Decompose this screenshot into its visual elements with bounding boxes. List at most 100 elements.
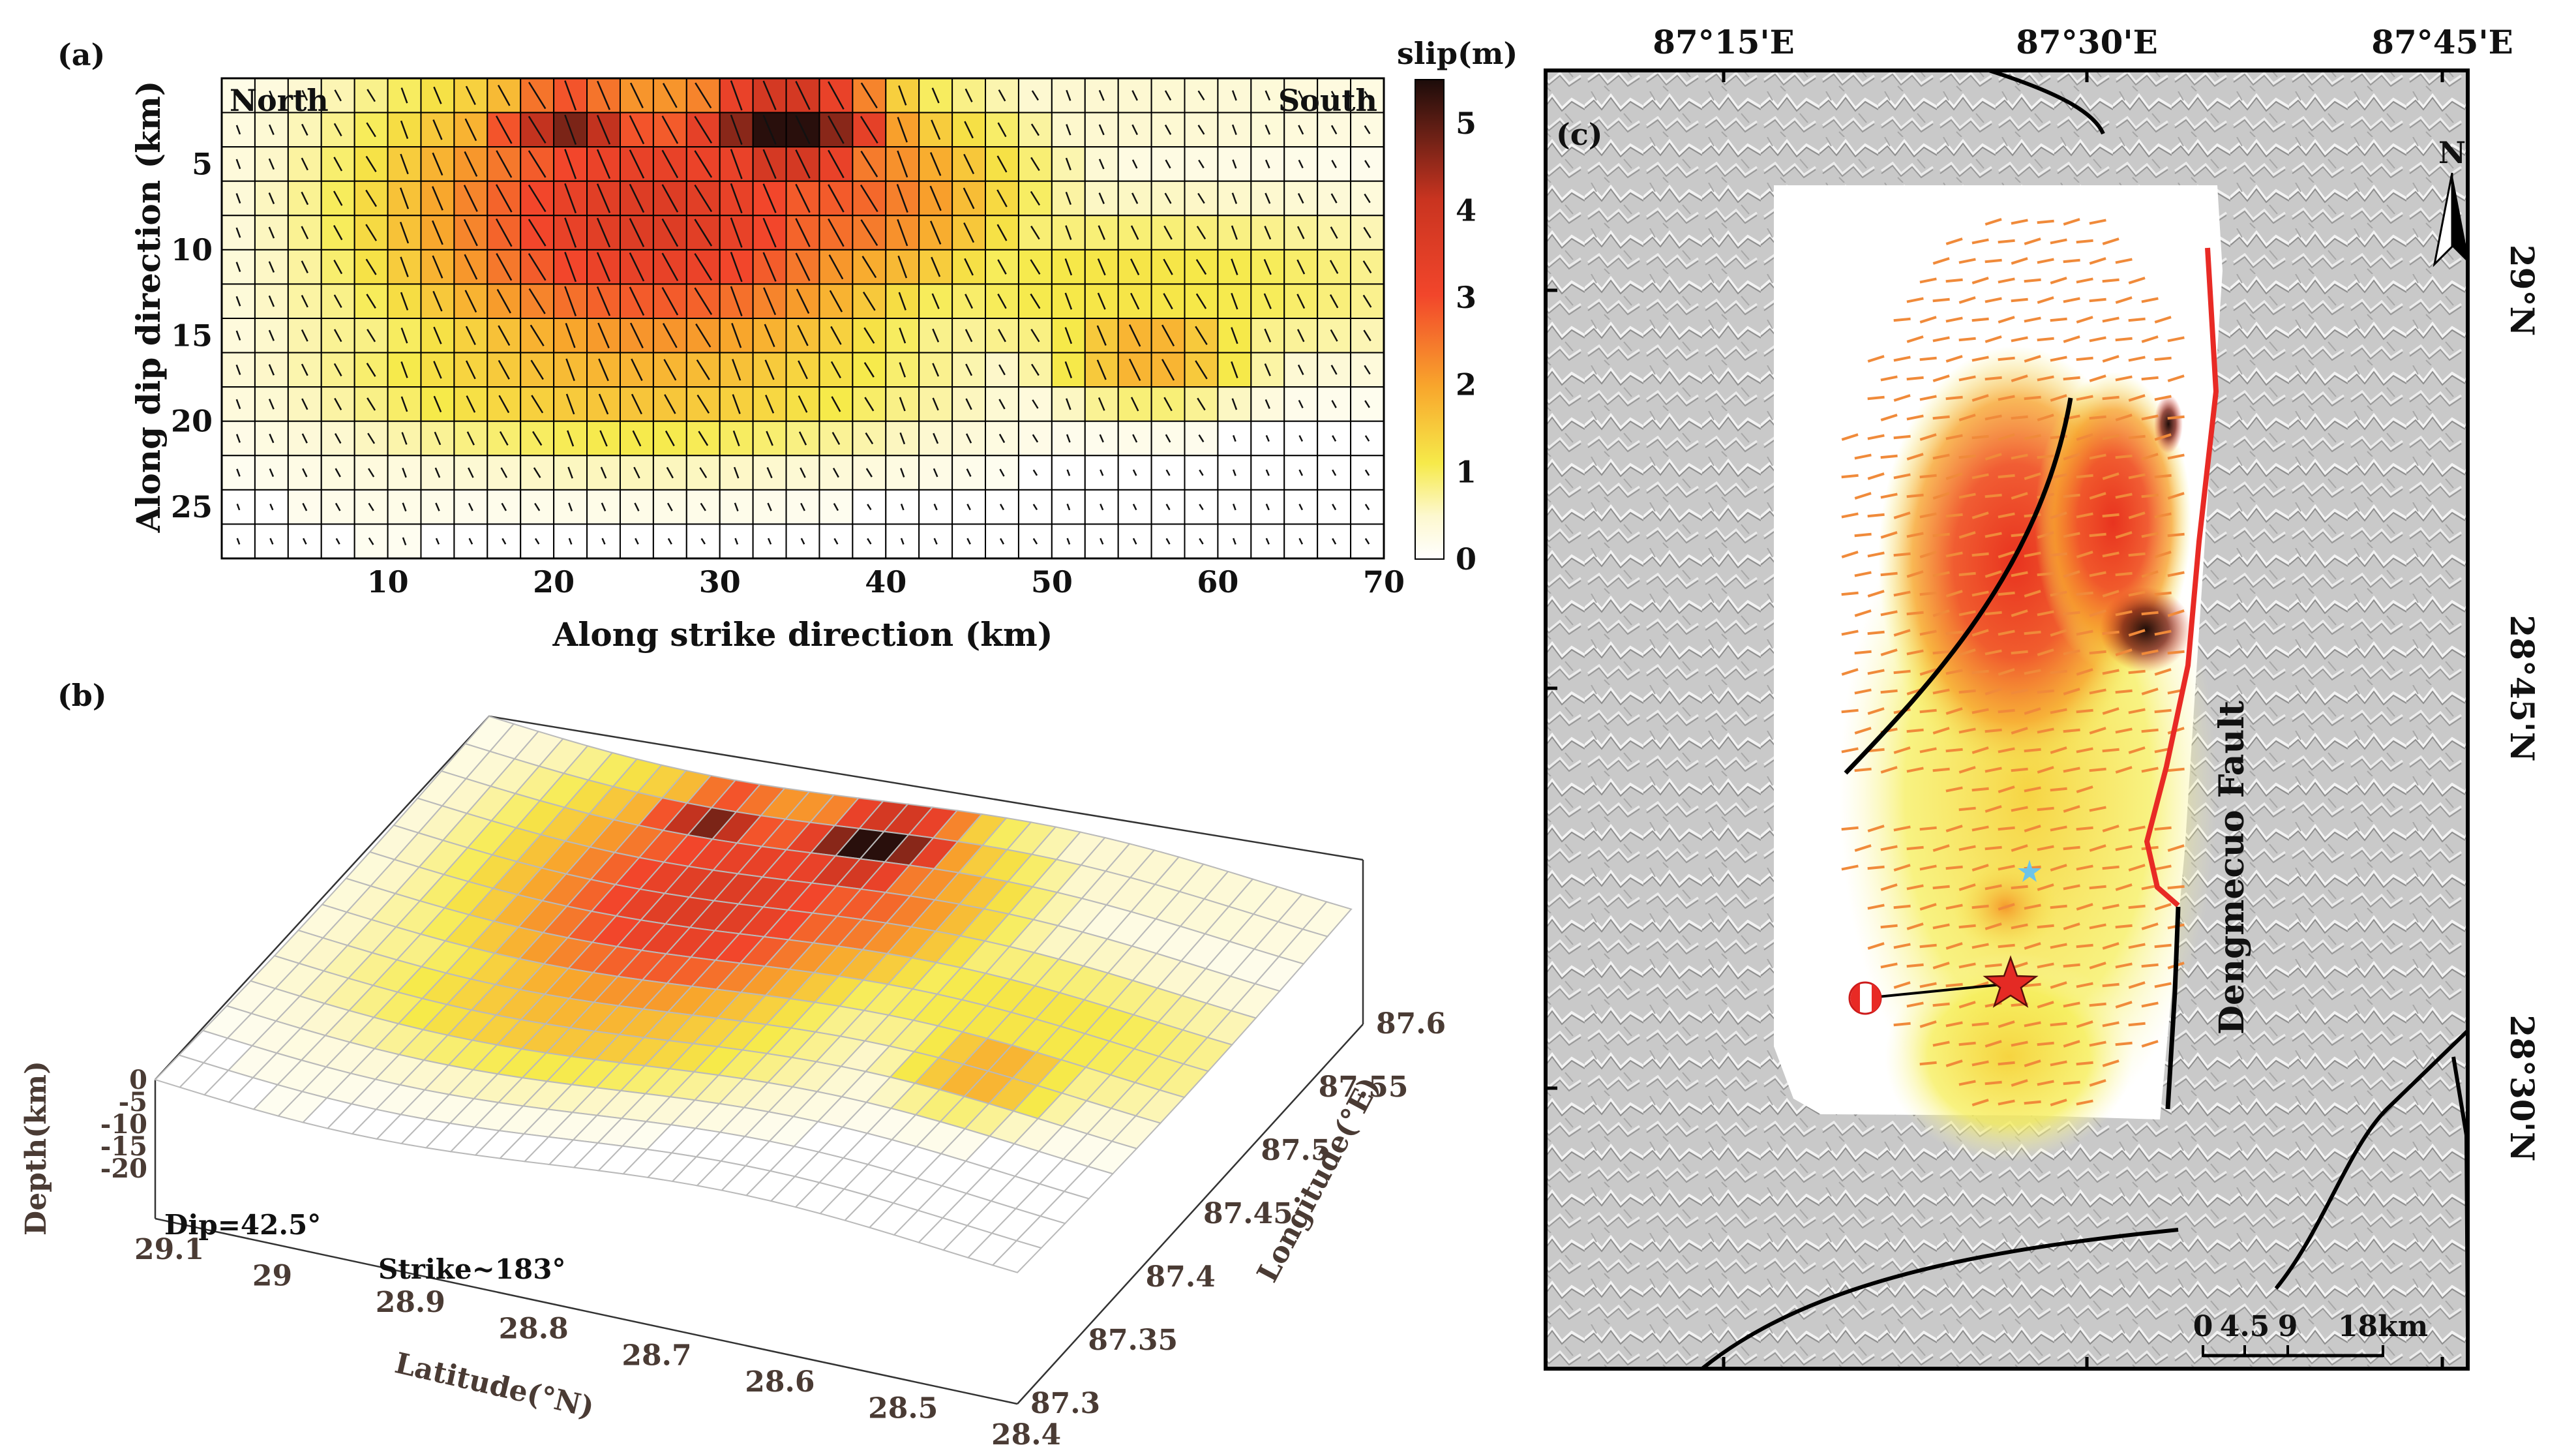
rake-vector bbox=[2037, 493, 2054, 499]
rake-arrow bbox=[302, 502, 308, 511]
rake-vector bbox=[2024, 825, 2041, 832]
rake-vector bbox=[1919, 277, 1937, 284]
latitude-tick-label: 28.7 bbox=[622, 1339, 691, 1372]
rake-vector bbox=[1945, 472, 1963, 480]
rake-arrow bbox=[730, 251, 743, 282]
slip-cell bbox=[852, 318, 887, 354]
rake-arrow bbox=[965, 88, 973, 102]
rake-vector bbox=[2102, 551, 2119, 558]
rake-arrow bbox=[464, 151, 478, 177]
rake-vector bbox=[1906, 1001, 1924, 1008]
rake-vector bbox=[2167, 767, 2185, 772]
rake-arrow bbox=[699, 467, 708, 479]
rake-arrow bbox=[1265, 90, 1271, 101]
panel-b-label: (b) bbox=[57, 678, 107, 713]
rake-vector bbox=[1919, 512, 1937, 519]
rake-vector bbox=[1906, 414, 1924, 421]
rake-arrow bbox=[1364, 469, 1370, 476]
rake-vector bbox=[1984, 649, 2002, 656]
rake-vector bbox=[2141, 453, 2159, 461]
rake-vector bbox=[1893, 1022, 1911, 1027]
rake-vector bbox=[2037, 883, 2054, 891]
rake-arrow bbox=[463, 185, 478, 212]
rake-vector bbox=[1932, 532, 1950, 538]
rake-arrow bbox=[899, 362, 906, 378]
rake-vector bbox=[1932, 453, 1950, 460]
rake-arrow bbox=[432, 119, 443, 140]
rake-vector bbox=[1958, 571, 1976, 577]
rake-vector bbox=[2089, 767, 2106, 772]
rake-arrow bbox=[496, 288, 511, 314]
rake-vector bbox=[2102, 278, 2119, 283]
rake-arrow bbox=[661, 149, 679, 179]
rake-vector bbox=[2063, 611, 2080, 616]
rake-vector bbox=[2011, 885, 2028, 890]
rake-arrow bbox=[800, 502, 805, 511]
rake-vector bbox=[1971, 1022, 1989, 1027]
rake-arrow bbox=[502, 538, 507, 545]
rake-vector bbox=[2154, 826, 2172, 831]
rake-arrow bbox=[764, 359, 775, 380]
rake-vector bbox=[2076, 551, 2093, 558]
rake-vector bbox=[2128, 981, 2146, 989]
rake-vector bbox=[2141, 297, 2159, 303]
rake-vector bbox=[2089, 219, 2106, 225]
rake-arrow bbox=[531, 395, 544, 414]
rake-arrow bbox=[931, 87, 940, 104]
longitude-tick-label: 87°45'E bbox=[2371, 23, 2513, 61]
rake-arrow bbox=[1132, 469, 1137, 476]
rake-arrow bbox=[1297, 364, 1304, 375]
rake-arrow bbox=[333, 157, 343, 172]
rake-vector bbox=[2141, 688, 2159, 695]
rake-vector bbox=[1880, 493, 1898, 499]
rake-arrow bbox=[931, 119, 941, 140]
rake-arrow bbox=[998, 364, 1006, 376]
rake-vector bbox=[2063, 728, 2080, 733]
rake-vector bbox=[1880, 531, 1898, 539]
rake-arrow bbox=[367, 329, 376, 342]
colorbar-tick-label: 4 bbox=[1456, 192, 1476, 228]
rake-vector bbox=[1998, 512, 2015, 519]
rake-arrow bbox=[533, 467, 541, 478]
rake-arrow bbox=[1330, 226, 1338, 239]
rake-vector bbox=[1998, 591, 2015, 596]
rake-vector bbox=[1919, 395, 1937, 401]
rake-arrow bbox=[1161, 359, 1175, 381]
rake-vector bbox=[2102, 865, 2119, 870]
rake-arrow bbox=[268, 158, 275, 170]
rake-arrow bbox=[900, 538, 905, 545]
rake-arrow bbox=[965, 433, 972, 444]
rake-arrow bbox=[466, 395, 476, 413]
rake-arrow bbox=[1231, 327, 1238, 344]
rake-arrow bbox=[1131, 90, 1138, 101]
rake-arrow bbox=[1096, 325, 1107, 346]
slip-cell bbox=[453, 455, 488, 491]
rake-arrow bbox=[495, 184, 513, 213]
rake-vector bbox=[2128, 394, 2146, 402]
rake-vector bbox=[1984, 1040, 2002, 1048]
rake-arrow bbox=[694, 287, 713, 315]
rake-vector bbox=[1945, 395, 1963, 401]
rake-arrow bbox=[495, 218, 513, 247]
rake-vector bbox=[1906, 767, 1924, 773]
rake-arrow bbox=[1199, 469, 1204, 476]
rake-vector bbox=[2167, 532, 2185, 538]
rake-arrow bbox=[301, 90, 308, 101]
rake-vector bbox=[2141, 532, 2159, 538]
rake-arrow bbox=[235, 193, 241, 204]
x-tick-label: 20 bbox=[533, 564, 575, 600]
rake-arrow bbox=[863, 327, 875, 344]
rake-arrow bbox=[435, 502, 440, 511]
longitude-tick-label: 87.45 bbox=[1203, 1197, 1293, 1230]
rake-arrow bbox=[268, 261, 275, 273]
rake-arrow bbox=[861, 256, 877, 279]
rake-vector bbox=[1854, 609, 1872, 617]
slip-heatmap bbox=[221, 78, 1385, 560]
rake-arrow bbox=[1364, 538, 1370, 545]
rake-arrow bbox=[1198, 159, 1205, 169]
rake-vector bbox=[2037, 648, 2054, 656]
rake-arrow bbox=[1364, 160, 1371, 168]
map-body: N 0 4.5 9 18km bbox=[1546, 70, 2468, 1369]
rake-vector bbox=[1867, 395, 1885, 401]
rake-arrow bbox=[730, 286, 743, 316]
